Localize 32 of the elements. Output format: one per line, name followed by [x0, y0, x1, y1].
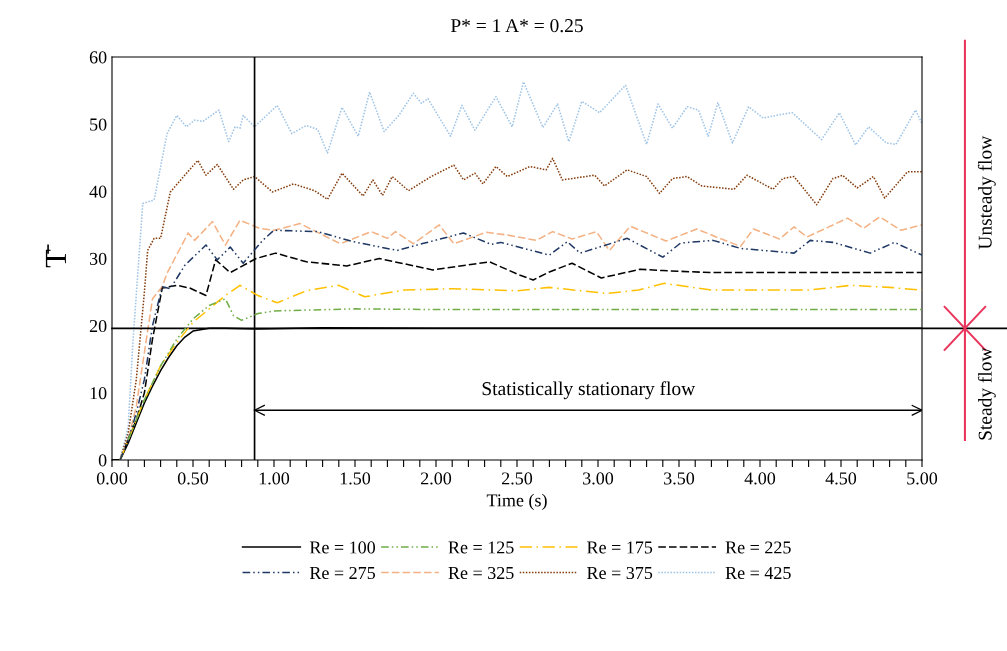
x-tick-label: 3.00 [583, 472, 614, 485]
text: Unsteady flow [977, 135, 996, 250]
y-tick-label: 10 [90, 387, 107, 400]
legend-label: Re = 225 [725, 541, 791, 554]
x-tick-label: 2.00 [420, 472, 452, 485]
legend-label: Re = 125 [448, 541, 514, 554]
y-tick-label: 40 [89, 185, 107, 198]
y-tick-label: 60 [89, 51, 107, 64]
legend-label: Re = 275 [309, 566, 376, 580]
chart-title: P* = 1 A* = 0.25 [450, 19, 583, 33]
legend-label: Re = 100 [309, 541, 376, 554]
legend-label: Re = 325 [448, 566, 514, 580]
annotation: Statistically stationary flow [482, 381, 696, 400]
text: Steady flow [977, 347, 996, 440]
y-tick-label: 20 [89, 319, 107, 333]
x-tick-label: 4.50 [825, 472, 857, 485]
x-tick-label: 0.50 [177, 472, 209, 485]
y-tick-label: 30 [89, 252, 107, 265]
y-axis-title: T̄ [45, 244, 66, 268]
legend-label: Re = 175 [587, 541, 653, 554]
x-tick-label: 3.50 [664, 472, 695, 485]
x-tick-label: 1.00 [259, 472, 290, 485]
x-tick-label: 5.00 [907, 472, 938, 485]
x-tick-label: 4.00 [744, 472, 776, 485]
legend-label: Re = 375 [587, 566, 653, 580]
y-tick-label: 0 [98, 454, 107, 467]
x-tick-label: 1.50 [340, 472, 371, 485]
legend-label: Re = 425 [725, 566, 791, 580]
x-axis-title: Time (s) [486, 493, 547, 511]
x-tick-label: 2.50 [501, 472, 533, 485]
y-tick-label: 50 [90, 118, 107, 131]
x-tick-label: 0.00 [96, 472, 128, 485]
